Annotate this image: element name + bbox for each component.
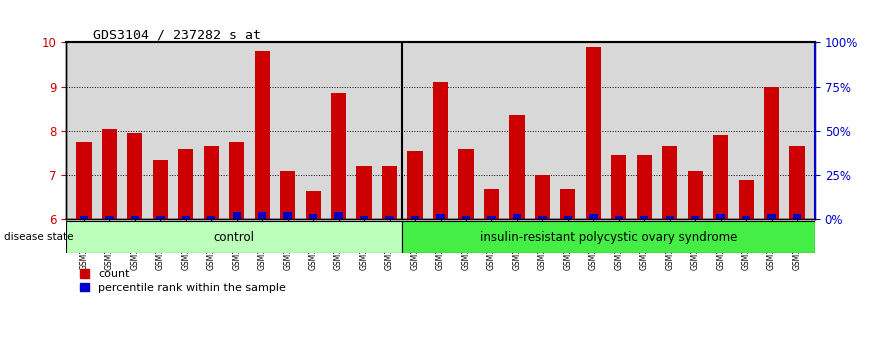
Bar: [105, 216, 114, 219]
FancyBboxPatch shape: [402, 221, 815, 253]
Bar: [181, 216, 190, 219]
Legend: count, percentile rank within the sample: count, percentile rank within the sample: [80, 269, 286, 293]
Bar: [258, 212, 266, 219]
Bar: [436, 214, 445, 219]
Bar: [509, 115, 524, 219]
Bar: [382, 166, 397, 219]
Bar: [357, 166, 372, 219]
Bar: [284, 212, 292, 219]
Bar: [484, 188, 499, 219]
Bar: [359, 216, 368, 219]
Bar: [713, 135, 729, 219]
Bar: [535, 175, 550, 219]
Text: GDS3104 / 237282_s_at: GDS3104 / 237282_s_at: [93, 28, 261, 41]
Bar: [738, 179, 754, 219]
Bar: [229, 142, 244, 219]
Bar: [487, 216, 496, 219]
Bar: [127, 133, 143, 219]
Bar: [793, 214, 802, 219]
FancyBboxPatch shape: [66, 221, 402, 253]
Bar: [665, 216, 674, 219]
Bar: [178, 149, 194, 219]
Bar: [77, 142, 92, 219]
Bar: [156, 216, 165, 219]
Bar: [742, 216, 751, 219]
Bar: [335, 212, 343, 219]
Bar: [233, 212, 241, 219]
Bar: [207, 216, 216, 219]
Bar: [280, 171, 295, 219]
Bar: [589, 214, 597, 219]
Bar: [716, 214, 725, 219]
Bar: [637, 155, 652, 219]
Text: disease state: disease state: [4, 232, 74, 242]
Bar: [152, 160, 168, 219]
Bar: [586, 47, 601, 219]
Bar: [407, 151, 423, 219]
Bar: [764, 87, 780, 219]
Bar: [615, 216, 623, 219]
Bar: [309, 214, 317, 219]
Bar: [513, 214, 522, 219]
Bar: [101, 129, 117, 219]
Bar: [255, 51, 270, 219]
Bar: [611, 155, 626, 219]
Bar: [411, 216, 419, 219]
Bar: [458, 149, 474, 219]
Bar: [564, 216, 572, 219]
Bar: [538, 216, 546, 219]
Bar: [640, 216, 648, 219]
Bar: [204, 147, 218, 219]
Bar: [385, 216, 394, 219]
Bar: [691, 216, 700, 219]
Bar: [433, 82, 448, 219]
Bar: [767, 214, 776, 219]
Text: insulin-resistant polycystic ovary syndrome: insulin-resistant polycystic ovary syndr…: [479, 231, 737, 244]
Bar: [130, 216, 139, 219]
Bar: [331, 93, 346, 219]
Bar: [79, 216, 88, 219]
Bar: [560, 188, 575, 219]
Bar: [306, 191, 321, 219]
Text: control: control: [213, 231, 255, 244]
Bar: [687, 171, 703, 219]
Bar: [462, 216, 470, 219]
Bar: [663, 147, 677, 219]
Bar: [789, 147, 804, 219]
